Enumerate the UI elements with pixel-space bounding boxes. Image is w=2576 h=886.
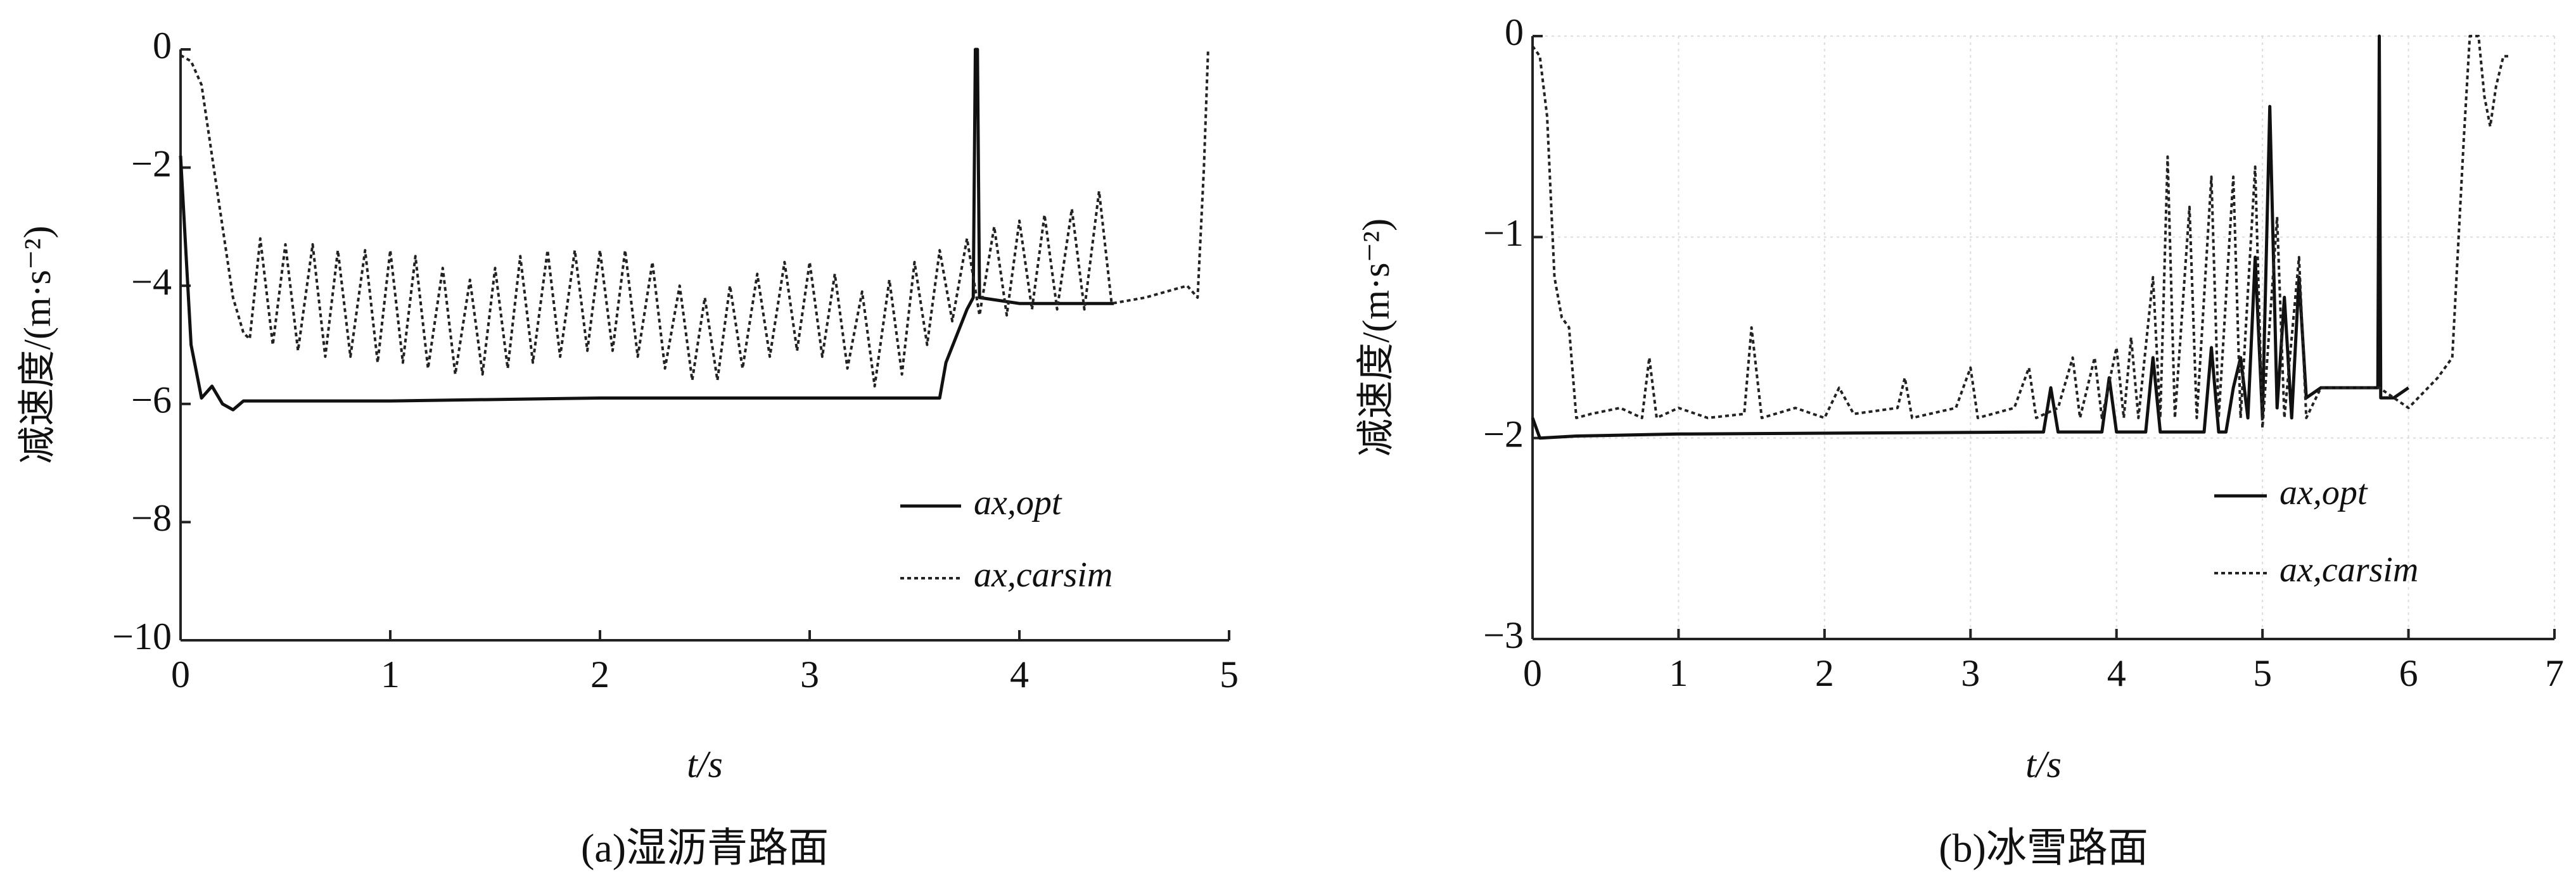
data-line xyxy=(180,49,1209,388)
x-tick-label: 1 xyxy=(1669,652,1688,694)
y-tick-label: −2 xyxy=(131,142,172,184)
y-tick-label: 0 xyxy=(1505,11,1524,53)
caption: (a)湿沥青路面 xyxy=(581,826,829,871)
y-tick-label: −4 xyxy=(131,261,172,303)
legend-label: ax,opt xyxy=(2280,473,2368,512)
legend-label: ax,opt xyxy=(974,483,1062,522)
legend-label: ax,carsim xyxy=(2280,550,2418,590)
x-axis-label: t/s xyxy=(2025,744,2062,785)
y-tick-label: −10 xyxy=(112,616,172,657)
data-line xyxy=(179,47,1114,412)
x-tick-label: 2 xyxy=(590,654,609,695)
y-tick-label: −3 xyxy=(1483,614,1524,656)
y-tick-label: −6 xyxy=(131,379,172,421)
y-tick-label: −8 xyxy=(131,497,172,539)
x-tick-label: 0 xyxy=(171,654,190,695)
y-tick-label: −1 xyxy=(1483,212,1524,254)
x-tick-label: 6 xyxy=(2399,652,2418,694)
y-axis-label: 减速度/(m·s⁻²) xyxy=(16,225,58,464)
x-axis-label: t/s xyxy=(687,744,723,785)
y-tick-label: −2 xyxy=(1483,413,1524,455)
x-tick-label: 2 xyxy=(1815,652,1834,694)
x-tick-label: 5 xyxy=(1220,654,1239,695)
y-axis-label: 减速度/(m·s⁻²) xyxy=(1355,218,1397,457)
x-tick-label: 5 xyxy=(2253,652,2272,694)
y-tick-label: 0 xyxy=(153,25,172,66)
x-tick-label: 1 xyxy=(381,654,400,695)
legend-label: ax,carsim xyxy=(974,555,1113,595)
caption: (b)冰雪路面 xyxy=(1939,826,2148,871)
x-tick-label: 3 xyxy=(800,654,819,695)
x-tick-label: 4 xyxy=(2107,652,2126,694)
data-line xyxy=(1531,35,2511,429)
x-tick-label: 7 xyxy=(2545,652,2564,694)
x-tick-label: 0 xyxy=(1523,652,1542,694)
x-tick-label: 3 xyxy=(1961,652,1980,694)
x-tick-label: 4 xyxy=(1010,654,1029,695)
